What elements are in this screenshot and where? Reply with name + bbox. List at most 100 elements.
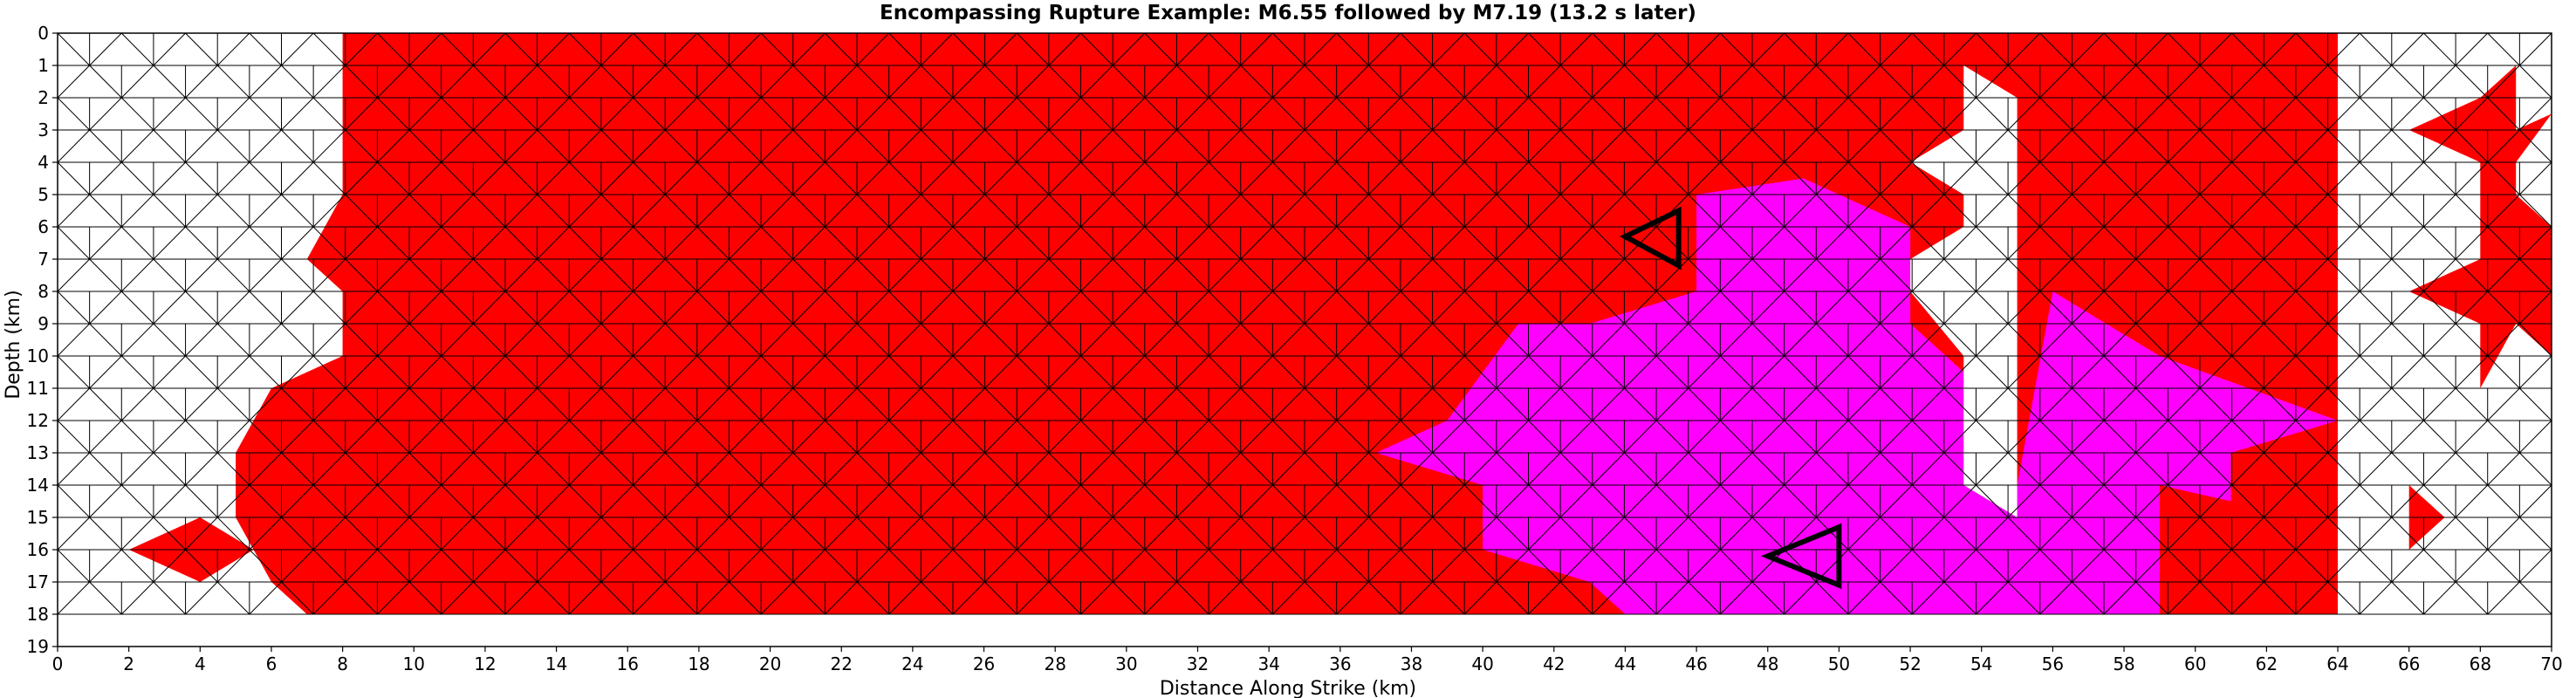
mesh-diagonal-line xyxy=(2423,129,2456,163)
mesh-diagonal-line xyxy=(568,517,602,551)
mesh-diagonal-line xyxy=(1208,549,1242,583)
mesh-diagonal-line xyxy=(57,581,90,615)
mesh-diagonal-line xyxy=(1751,355,1785,389)
mesh-diagonal-line xyxy=(1751,291,1785,325)
mesh-diagonal-line xyxy=(1432,387,1465,421)
mesh-diagonal-line xyxy=(249,97,282,131)
mesh-diagonal-line xyxy=(1112,355,1146,389)
mesh-diagonal-line xyxy=(2391,65,2424,99)
mesh-diagonal-line xyxy=(568,129,602,163)
mesh-diagonal-line xyxy=(1272,65,1305,99)
mesh-diagonal-line xyxy=(888,161,921,195)
mesh-diagonal-line xyxy=(1624,387,1657,421)
mesh-diagonal-line xyxy=(1592,161,1625,195)
mesh-diagonal-line xyxy=(792,32,826,66)
mesh-diagonal-line xyxy=(89,161,122,195)
mesh-diagonal-line xyxy=(2295,452,2328,486)
mesh-diagonal-line xyxy=(1559,291,1593,325)
mesh-diagonal-line xyxy=(760,420,794,454)
mesh-diagonal-line xyxy=(2519,484,2552,518)
mesh-diagonal-line xyxy=(1336,355,1369,389)
mesh-diagonal-line xyxy=(1655,97,1689,131)
mesh-diagonal-line xyxy=(2231,517,2264,551)
mesh-diagonal-line xyxy=(729,65,762,99)
mesh-diagonal-line xyxy=(2039,323,2072,357)
mesh-diagonal-line xyxy=(441,387,474,421)
mesh-diagonal-line xyxy=(1336,291,1369,325)
mesh-diagonal-line xyxy=(568,420,602,454)
mesh-diagonal-line xyxy=(2391,32,2424,66)
mesh-diagonal-line xyxy=(1719,97,1753,131)
mesh-diagonal-line xyxy=(2423,161,2456,195)
mesh-diagonal-line xyxy=(2199,549,2232,583)
mesh-diagonal-line xyxy=(568,97,602,131)
mesh-diagonal-line xyxy=(345,258,378,292)
mesh-diagonal-line xyxy=(696,32,730,66)
mesh-diagonal-line xyxy=(1080,452,1113,486)
mesh-diagonal-line xyxy=(249,291,282,325)
mesh-diagonal-line xyxy=(1815,97,1849,131)
mesh-diagonal-line xyxy=(856,387,890,421)
mesh-diagonal-line xyxy=(2519,420,2552,454)
mesh-diagonal-line xyxy=(696,355,730,389)
mesh-diagonal-line xyxy=(1048,97,1081,131)
mesh-diagonal-line xyxy=(920,97,954,131)
mesh-diagonal-line xyxy=(1400,65,1433,99)
mesh-diagonal-line xyxy=(2199,484,2232,518)
mesh-diagonal-line xyxy=(1880,65,1913,99)
mesh-diagonal-line xyxy=(2487,484,2520,518)
x-tick-label: 16 xyxy=(617,654,639,674)
mesh-diagonal-line xyxy=(1432,194,1465,228)
mesh-diagonal-line xyxy=(1240,258,1273,292)
mesh-diagonal-line xyxy=(2167,387,2201,421)
mesh-diagonal-line xyxy=(537,291,570,325)
mesh-diagonal-line xyxy=(1880,549,1913,583)
mesh-diagonal-line xyxy=(1719,484,1753,518)
mesh-diagonal-line xyxy=(2263,32,2297,66)
mesh-diagonal-line xyxy=(1751,194,1785,228)
mesh-diagonal-line xyxy=(1432,226,1465,260)
mesh-diagonal-line xyxy=(1719,323,1753,357)
mesh-diagonal-line xyxy=(1176,420,1209,454)
mesh-diagonal-line xyxy=(1528,258,1561,292)
mesh-diagonal-line xyxy=(792,549,826,583)
mesh-diagonal-line xyxy=(1880,226,1913,260)
mesh-diagonal-line xyxy=(1176,517,1209,551)
mesh-diagonal-line xyxy=(377,129,410,163)
mesh-diagonal-line xyxy=(2423,258,2456,292)
mesh-diagonal-line xyxy=(1272,323,1305,357)
mesh-diagonal-line xyxy=(120,194,154,228)
mesh-diagonal-line xyxy=(2135,484,2168,518)
mesh-diagonal-line xyxy=(920,355,954,389)
mesh-diagonal-line xyxy=(249,258,282,292)
mesh-diagonal-line xyxy=(633,129,666,163)
mesh-diagonal-line xyxy=(312,581,346,615)
mesh-diagonal-line xyxy=(1496,97,1529,131)
mesh-diagonal-line xyxy=(2072,452,2105,486)
x-tick-label: 60 xyxy=(2184,654,2206,674)
mesh-diagonal-line xyxy=(281,194,314,228)
mesh-diagonal-line xyxy=(120,387,154,421)
mesh-diagonal-line xyxy=(345,517,378,551)
mesh-diagonal-line xyxy=(664,581,698,615)
mesh-diagonal-line xyxy=(153,452,186,486)
mesh-diagonal-line xyxy=(1208,484,1242,518)
hypocenter-marker-0 xyxy=(1619,206,1682,270)
mesh-diagonal-line xyxy=(792,65,826,99)
mesh-diagonal-line xyxy=(633,581,666,615)
mesh-diagonal-line xyxy=(2167,258,2201,292)
mesh-diagonal-line xyxy=(1911,517,1945,551)
mesh-diagonal-line xyxy=(1400,549,1433,583)
mesh-diagonal-line xyxy=(2167,517,2201,551)
mesh-diagonal-line xyxy=(1432,129,1465,163)
mesh-diagonal-line xyxy=(120,517,154,551)
mesh-diagonal-line xyxy=(1208,323,1242,357)
mesh-diagonal-line xyxy=(1688,517,1721,551)
mesh-diagonal-line xyxy=(441,452,474,486)
mesh-diagonal-line xyxy=(1080,97,1113,131)
mesh-diagonal-line xyxy=(1847,291,1881,325)
mesh-diagonal-line xyxy=(2103,129,2137,163)
mesh-diagonal-line xyxy=(888,258,921,292)
mesh-diagonal-line xyxy=(2103,258,2137,292)
mesh-diagonal-line xyxy=(568,291,602,325)
